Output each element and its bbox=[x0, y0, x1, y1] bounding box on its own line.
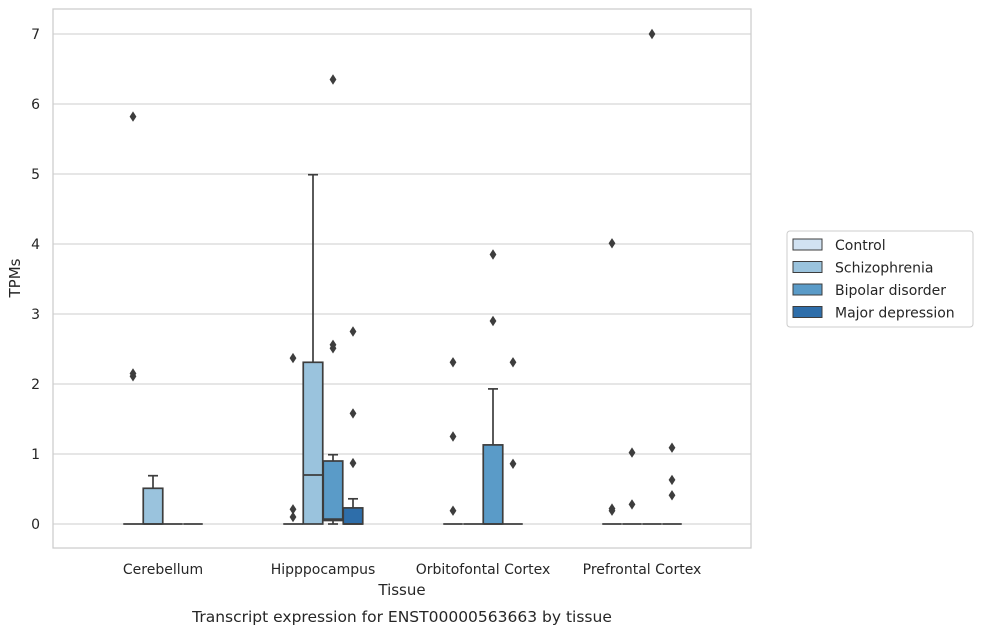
outlier-point bbox=[289, 352, 297, 364]
outlier-point bbox=[349, 457, 357, 469]
y-tick-label: 7 bbox=[31, 27, 40, 43]
outlier-point bbox=[449, 505, 457, 516]
outlier-point bbox=[509, 357, 517, 368]
outlier-point bbox=[608, 505, 616, 516]
outlier-point bbox=[628, 447, 636, 458]
outlier-point bbox=[329, 343, 337, 354]
y-tick-label: 3 bbox=[31, 307, 40, 323]
legend-label: Bipolar disorder bbox=[835, 283, 946, 299]
series-schizophrenia bbox=[142, 173, 642, 525]
y-tick-label: 1 bbox=[31, 447, 40, 463]
outlier-point bbox=[668, 442, 676, 453]
outlier-point bbox=[489, 249, 497, 260]
outlier-point bbox=[648, 28, 656, 40]
x-tick-label: Cerebellum bbox=[123, 562, 203, 578]
box bbox=[322, 460, 344, 522]
outlier-point bbox=[668, 490, 676, 501]
legend-label: Major depression bbox=[835, 306, 955, 322]
gridlines bbox=[53, 33, 751, 525]
y-tick-label: 0 bbox=[31, 517, 40, 533]
legend-swatch bbox=[792, 306, 823, 318]
outlier-point bbox=[349, 326, 357, 337]
legend: Control Schizophrenia Bipolar disorder Majo… bbox=[786, 230, 974, 328]
legend-swatch bbox=[792, 238, 823, 251]
box bbox=[142, 487, 164, 525]
series-major-depression bbox=[183, 326, 682, 525]
x-tick-label: Hipppocampus bbox=[271, 562, 376, 578]
outlier-point bbox=[509, 458, 517, 469]
legend-swatch bbox=[792, 283, 823, 296]
y-axis-label: TPMs bbox=[6, 258, 24, 298]
legend-swatch bbox=[792, 261, 823, 273]
box bbox=[302, 361, 324, 525]
outlier-point bbox=[129, 111, 137, 122]
x-tick-label: Orbitofontal Cortex bbox=[416, 562, 551, 578]
outlier-point bbox=[289, 504, 297, 515]
y-tick-label: 4 bbox=[31, 237, 40, 253]
outlier-point bbox=[628, 499, 636, 510]
x-tick-labels: Cerebellum Hipppocampus Orbitofontal Corte… bbox=[123, 562, 701, 578]
legend-label: Control bbox=[835, 238, 886, 254]
series-bipolar-disorder bbox=[163, 28, 662, 525]
outlier-point bbox=[668, 474, 676, 486]
x-tick-label: Prefrontal Cortex bbox=[583, 562, 702, 578]
y-tick-label: 2 bbox=[31, 377, 40, 393]
y-tick-label: 5 bbox=[31, 167, 40, 183]
y-tick-label: 6 bbox=[31, 97, 40, 113]
outlier-point bbox=[608, 238, 616, 249]
outlier-point bbox=[329, 74, 337, 85]
box bbox=[342, 507, 364, 525]
series-control bbox=[123, 111, 622, 525]
outlier-point bbox=[449, 357, 457, 368]
outlier-point bbox=[129, 371, 137, 382]
outlier-point bbox=[489, 315, 497, 327]
outlier-point bbox=[449, 431, 457, 442]
outlier-point bbox=[289, 511, 297, 523]
plot-series bbox=[123, 28, 682, 525]
legend-label: Schizophrenia bbox=[835, 261, 933, 277]
box bbox=[482, 444, 504, 525]
y-tick-labels: 0 1 2 3 4 5 6 7 bbox=[31, 27, 40, 533]
outlier-point bbox=[349, 408, 357, 419]
legend-frame bbox=[786, 230, 974, 328]
chart-caption: Transcript expression for ENST0000056366… bbox=[191, 608, 612, 626]
plot-frame bbox=[52, 8, 752, 549]
x-axis-label: Tissue bbox=[377, 581, 425, 599]
